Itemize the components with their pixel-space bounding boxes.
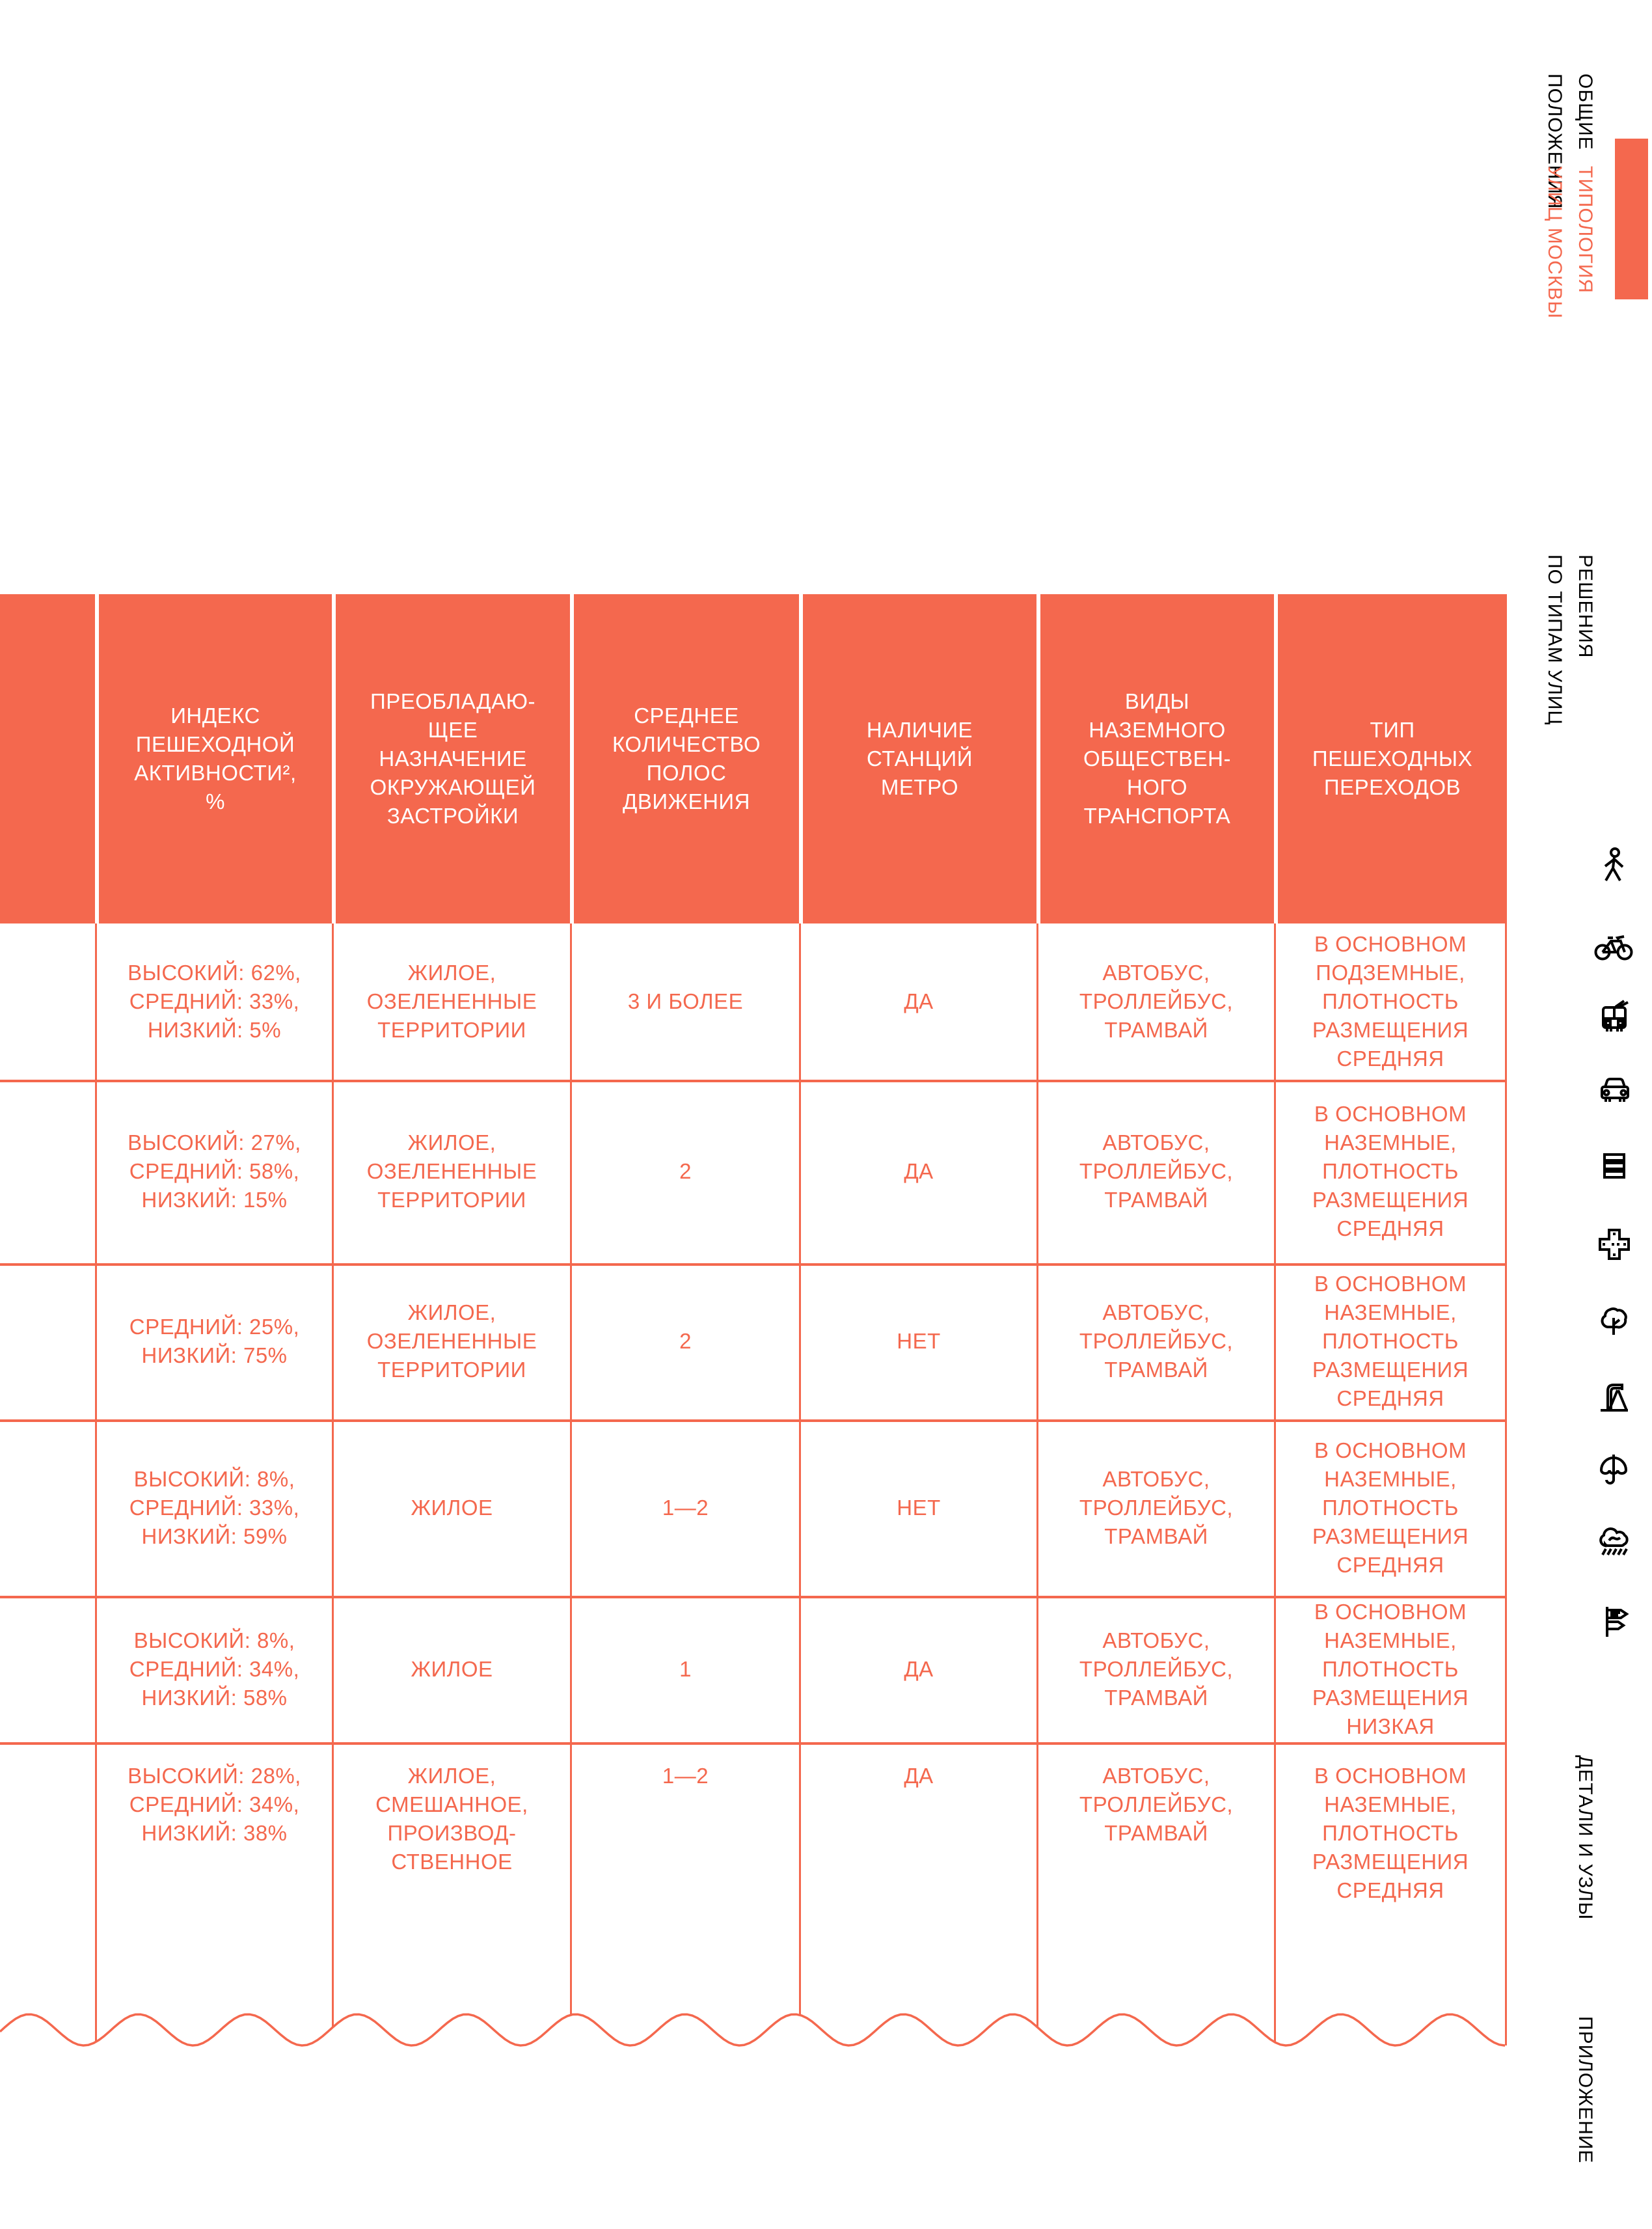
header-cell-surface-transport: ВИДЫ НАЗЕМНОГО ОБЩЕСТВЕН- НОГО ТРАНСПОРТ… xyxy=(1036,594,1274,923)
table-cell: ВЫСОКИЙ: 27%, СРЕДНИЙ: 58%, НИЗКИЙ: 15% xyxy=(95,1080,332,1263)
table-cell: В ОСНОВНОМ НАЗЕМНЫЕ, ПЛОТНОСТЬ РАЗМЕЩЕНИ… xyxy=(1274,1263,1507,1419)
rain-icon xyxy=(1594,1520,1633,1559)
table-cell: ВЫСОКИЙ: 8%, СРЕДНИЙ: 33%, НИЗКИЙ: 59% xyxy=(95,1419,332,1596)
table-cell: ДА xyxy=(799,1596,1036,1742)
table-cell xyxy=(0,1742,95,2045)
table-cell: В ОСНОВНОМ НАЗЕМНЫЕ, ПЛОТНОСТЬ РАЗМЕЩЕНИ… xyxy=(1274,1080,1507,1263)
sidebar-tab-details-and-nodes[interactable]: ДЕТАЛИ И УЗЛЫ xyxy=(1575,1755,1596,1921)
table-cell: 2 xyxy=(570,1263,799,1419)
row-divider xyxy=(0,1419,1507,1422)
table-row: СРЕДНИЙ: 25%, НИЗКИЙ: 75% ЖИЛОЕ, ОЗЕЛЕНЕ… xyxy=(0,1263,1507,1419)
table-cell xyxy=(0,1263,95,1419)
umbrella-icon xyxy=(1594,1450,1633,1489)
row-divider xyxy=(0,1596,1507,1598)
table-cell: ВЫСОКИЙ: 8%, СРЕДНИЙ: 34%, НИЗКИЙ: 58% xyxy=(95,1596,332,1742)
table-cell: В ОСНОВНОМ НАЗЕМНЫЕ, ПЛОТНОСТЬ РАЗМЕЩЕНИ… xyxy=(1274,1596,1507,1742)
table-cell: ВЫСОКИЙ: 62%, СРЕДНИЙ: 33%, НИЗКИЙ: 5% xyxy=(95,923,332,1080)
row-divider xyxy=(0,1080,1507,1082)
table-cell: В ОСНОВНОМ ПОДЗЕМНЫЕ, ПЛОТНОСТЬ РАЗМЕЩЕН… xyxy=(1274,923,1507,1080)
table-cell: АВТОБУС, ТРОЛЛЕЙБУС, ТРАМВАЙ xyxy=(1036,1080,1274,1263)
header-cell-blank xyxy=(0,594,95,923)
sidebar-tab-solutions-by-street-type[interactable]: РЕШЕНИЯ ПО ТИПАМ УЛИЦ xyxy=(1544,554,1596,726)
table-cell xyxy=(0,923,95,1080)
tree-icon xyxy=(1594,1300,1633,1339)
table-cell: ЖИЛОЕ xyxy=(332,1596,570,1742)
table-cell xyxy=(0,1596,95,1742)
table-row: ВЫСОКИЙ: 8%, СРЕДНИЙ: 33%, НИЗКИЙ: 59% Ж… xyxy=(0,1419,1507,1596)
table-row: ВЫСОКИЙ: 27%, СРЕДНИЙ: 58%, НИЗКИЙ: 15% … xyxy=(0,1080,1507,1263)
trolleybus-icon xyxy=(1594,997,1633,1036)
table-row: ВЫСОКИЙ: 28%, СРЕДНИЙ: 34%, НИЗКИЙ: 38% … xyxy=(0,1742,1507,2045)
active-section-indicator xyxy=(1615,139,1648,299)
header-cell-lane-count: СРЕДНЕЕ КОЛИЧЕСТВО ПОЛОС ДВИЖЕНИЯ xyxy=(570,594,799,923)
table-cell: В ОСНОВНОМ НАЗЕМНЫЕ, ПЛОТНОСТЬ РАЗМЕЩЕНИ… xyxy=(1274,1742,1507,2045)
table-cell: НЕТ xyxy=(799,1263,1036,1419)
table-header-row: ИНДЕКС ПЕШЕХОДНОЙ АКТИВНОСТИ², % ПРЕОБЛА… xyxy=(0,594,1507,923)
header-cell-metro: НАЛИЧИЕ СТАНЦИЙ МЕТРО xyxy=(799,594,1036,923)
table-cell: ЖИЛОЕ, ОЗЕЛЕНЕННЫЕ ТЕРРИТОРИИ xyxy=(332,1263,570,1419)
table-cell: ЖИЛОЕ, СМЕШАННОЕ, ПРОИЗВОД- СТВЕННОЕ xyxy=(332,1742,570,2045)
header-cell-pedestrian-activity: ИНДЕКС ПЕШЕХОДНОЙ АКТИВНОСТИ², % xyxy=(95,594,332,923)
intersection-icon xyxy=(1594,1224,1633,1263)
table-cell: АВТОБУС, ТРОЛЛЕЙБУС, ТРАМВАЙ xyxy=(1036,1742,1274,2045)
row-divider xyxy=(0,1742,1507,1745)
table-cell: ВЫСОКИЙ: 28%, СРЕДНИЙ: 34%, НИЗКИЙ: 38% xyxy=(95,1742,332,2045)
table-cell: АВТОБУС, ТРОЛЛЕЙБУС, ТРАМВАЙ xyxy=(1036,1596,1274,1742)
table-cell: ЖИЛОЕ, ОЗЕЛЕНЕННЫЕ ТЕРРИТОРИИ xyxy=(332,923,570,1080)
table-cell: ДА xyxy=(799,1080,1036,1263)
table-cell: 1 xyxy=(570,1596,799,1742)
wayfinding-icon xyxy=(1594,1602,1633,1641)
sidebar-tab-appendix[interactable]: ПРИЛОЖЕНИЕ xyxy=(1575,2016,1596,2164)
bicycle-icon xyxy=(1594,923,1633,963)
pedestrian-icon xyxy=(1594,846,1633,885)
row-divider xyxy=(0,1263,1507,1266)
table-cell: 1—2 xyxy=(570,1419,799,1596)
table-cell: АВТОБУС, ТРОЛЛЕЙБУС, ТРАМВАЙ xyxy=(1036,923,1274,1080)
water-pump-icon xyxy=(1594,1376,1633,1415)
table-cell: ЖИЛОЕ, ОЗЕЛЕНЕННЫЕ ТЕРРИТОРИИ xyxy=(332,1080,570,1263)
road-lanes-icon xyxy=(1594,1147,1633,1186)
table-row: ВЫСОКИЙ: 8%, СРЕДНИЙ: 34%, НИЗКИЙ: 58% Ж… xyxy=(0,1596,1507,1742)
torn-edge-wave xyxy=(0,2013,1505,2066)
table-cell: 2 xyxy=(570,1080,799,1263)
table-cell: ДА xyxy=(799,1742,1036,2045)
table-cell: ДА xyxy=(799,923,1036,1080)
car-icon xyxy=(1594,1068,1633,1107)
table-cell: 3 И БОЛЕЕ xyxy=(570,923,799,1080)
table-cell xyxy=(0,1419,95,1596)
table-cell: НЕТ xyxy=(799,1419,1036,1596)
table-cell: АВТОБУС, ТРОЛЛЕЙБУС, ТРАМВАЙ xyxy=(1036,1419,1274,1596)
table-cell: АВТОБУС, ТРОЛЛЕЙБУС, ТРАМВАЙ xyxy=(1036,1263,1274,1419)
sidebar-tab-general-provisions[interactable]: ОБЩИЕ ПОЛОЖЕНИЯ xyxy=(1544,74,1596,210)
table-row: ВЫСОКИЙ: 62%, СРЕДНИЙ: 33%, НИЗКИЙ: 5% Ж… xyxy=(0,923,1507,1080)
header-cell-surrounding-use: ПРЕОБЛАДАЮ- ЩЕЕ НАЗНАЧЕНИЕ ОКРУЖАЮЩЕЙ ЗА… xyxy=(332,594,570,923)
table-cell: СРЕДНИЙ: 25%, НИЗКИЙ: 75% xyxy=(95,1263,332,1419)
table-cell: 1—2 xyxy=(570,1742,799,2045)
table-cell: В ОСНОВНОМ НАЗЕМНЫЕ, ПЛОТНОСТЬ РАЗМЕЩЕНИ… xyxy=(1274,1419,1507,1596)
table-cell: ЖИЛОЕ xyxy=(332,1419,570,1596)
header-cell-crossing-type: ТИП ПЕШЕХОДНЫХ ПЕРЕХОДОВ xyxy=(1274,594,1507,923)
sidebar-tab-street-typology[interactable]: ТИПОЛОГИЯ УЛИЦ МОСКВЫ xyxy=(1544,166,1596,319)
table-cell xyxy=(0,1080,95,1263)
